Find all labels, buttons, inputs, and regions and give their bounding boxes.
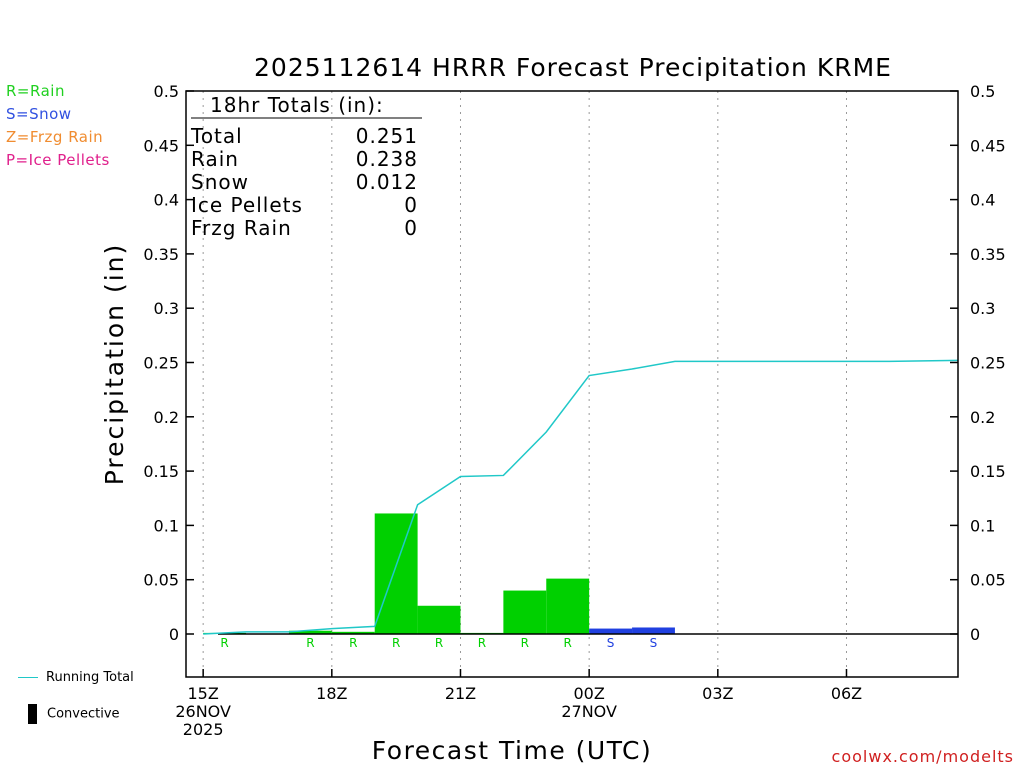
ytick-right-label-5: 0.25 (970, 354, 1006, 373)
legend-running-total: Running Total (18, 670, 134, 685)
convective-swatch (28, 704, 37, 724)
totals-value-2: 0.012 (356, 170, 418, 194)
ytick-right-label-10: 0.5 (970, 82, 995, 101)
type-label-8: R (564, 636, 572, 650)
ytick-right-label-7: 0.35 (970, 245, 1006, 264)
totals-label-2: Snow (191, 170, 249, 194)
precip-key-item-0: R=Rain (6, 82, 65, 100)
xtick-label-3-1: 27NOV (561, 702, 617, 721)
xtick-label-3-0: 00Z (573, 684, 604, 703)
legend-convective: Convective (28, 704, 120, 724)
totals-label-1: Rain (191, 147, 239, 171)
totals-label-3: Ice Pellets (191, 193, 303, 217)
xtick-label-0-1: 26NOV (175, 702, 231, 721)
x-axis-label: Forecast Time (UTC) (372, 736, 652, 765)
ytick-right-label-2: 0.1 (970, 516, 995, 535)
ytick-right-label-1: 0.05 (970, 571, 1006, 590)
credit-text: coolwx.com/modelts (832, 747, 1014, 766)
totals-heading: 18hr Totals (in): (210, 93, 384, 117)
grid-lines (202, 91, 847, 677)
ytick-right-label-3: 0.15 (970, 462, 1006, 481)
chart-title: 2025112614 HRRR Forecast Precipitation K… (254, 53, 892, 82)
xtick-label-1-0: 18Z (316, 684, 347, 703)
type-label-6: R (478, 636, 486, 650)
type-label-3: R (349, 636, 357, 650)
bar-3 (331, 631, 375, 634)
ytick-left-label-3: 0.15 (143, 462, 179, 481)
ytick-left-label-4: 0.2 (154, 408, 179, 427)
xtick-label-4-0: 03Z (702, 684, 733, 703)
bar-series (203, 513, 675, 634)
plot-frame (185, 90, 959, 678)
bar-7 (503, 590, 547, 634)
y-axis-right: 0 0.05 0.1 0.15 0.2 0.25 0.3 0.35 0.4 0.45 0.5 (950, 82, 1006, 644)
type-label-0: R (220, 636, 228, 650)
ytick-left-label-7: 0.35 (143, 245, 179, 264)
totals-box: 18hr Totals (in): Total 0.251 Rain 0.238 Sno… (190, 93, 422, 240)
bar-5 (417, 605, 461, 634)
ytick-left-label-0: 0 (169, 625, 179, 644)
running-total-line (203, 359, 959, 635)
ytick-left-label-8: 0.4 (154, 191, 179, 210)
bar-4 (374, 513, 418, 634)
xtick-label-0-2: 2025 (183, 720, 224, 739)
ytick-left-label-9: 0.45 (143, 136, 179, 155)
ytick-right-label-6: 0.3 (970, 299, 995, 318)
type-label-7: R (521, 636, 529, 650)
type-label-9: S (607, 636, 615, 650)
totals-value-0: 0.251 (356, 124, 418, 148)
type-label-2: R (306, 636, 314, 650)
ytick-right-label-8: 0.4 (970, 191, 995, 210)
type-label-5: R (435, 636, 443, 650)
precip-key-item-2: Z=Frzg Rain (6, 128, 104, 146)
ytick-right-label-4: 0.2 (970, 408, 995, 427)
precip-key-item-1: S=Snow (6, 105, 72, 123)
convective-label: Convective (47, 706, 120, 722)
xtick-label-0-0: 15Z (187, 684, 218, 703)
bar-2 (288, 630, 332, 634)
bar-9 (589, 628, 633, 634)
ytick-left-label-10: 0.5 (154, 82, 179, 101)
totals-value-3: 0 (404, 193, 418, 217)
precip-key-item-3: P=Ice Pellets (6, 151, 110, 169)
type-label-4: R (392, 636, 400, 650)
totals-label-4: Frzg Rain (191, 216, 292, 240)
ytick-left-label-2: 0.1 (154, 516, 179, 535)
y-axis-label: Precipitation (in) (100, 243, 129, 486)
totals-value-4: 0 (404, 216, 418, 240)
ytick-left-label-5: 0.25 (143, 354, 179, 373)
totals-value-1: 0.238 (356, 147, 418, 171)
type-label-10: S (650, 636, 658, 650)
running-total-swatch (18, 677, 38, 678)
bar-8 (546, 578, 590, 634)
ytick-left-label-1: 0.05 (143, 571, 179, 590)
bar-10 (632, 627, 675, 634)
xtick-label-2-0: 21Z (445, 684, 476, 703)
ytick-right-label-9: 0.45 (970, 136, 1006, 155)
running-total-label: Running Total (46, 670, 134, 685)
xtick-label-5-0: 06Z (831, 684, 862, 703)
ytick-left-label-6: 0.3 (154, 299, 179, 318)
totals-label-0: Total (190, 124, 243, 148)
ytick-right-label-0: 0 (970, 625, 980, 644)
y-axis-left: 0 0.05 0.1 0.15 0.2 0.25 0.3 0.35 0.4 0.45 0.5 (143, 82, 194, 644)
